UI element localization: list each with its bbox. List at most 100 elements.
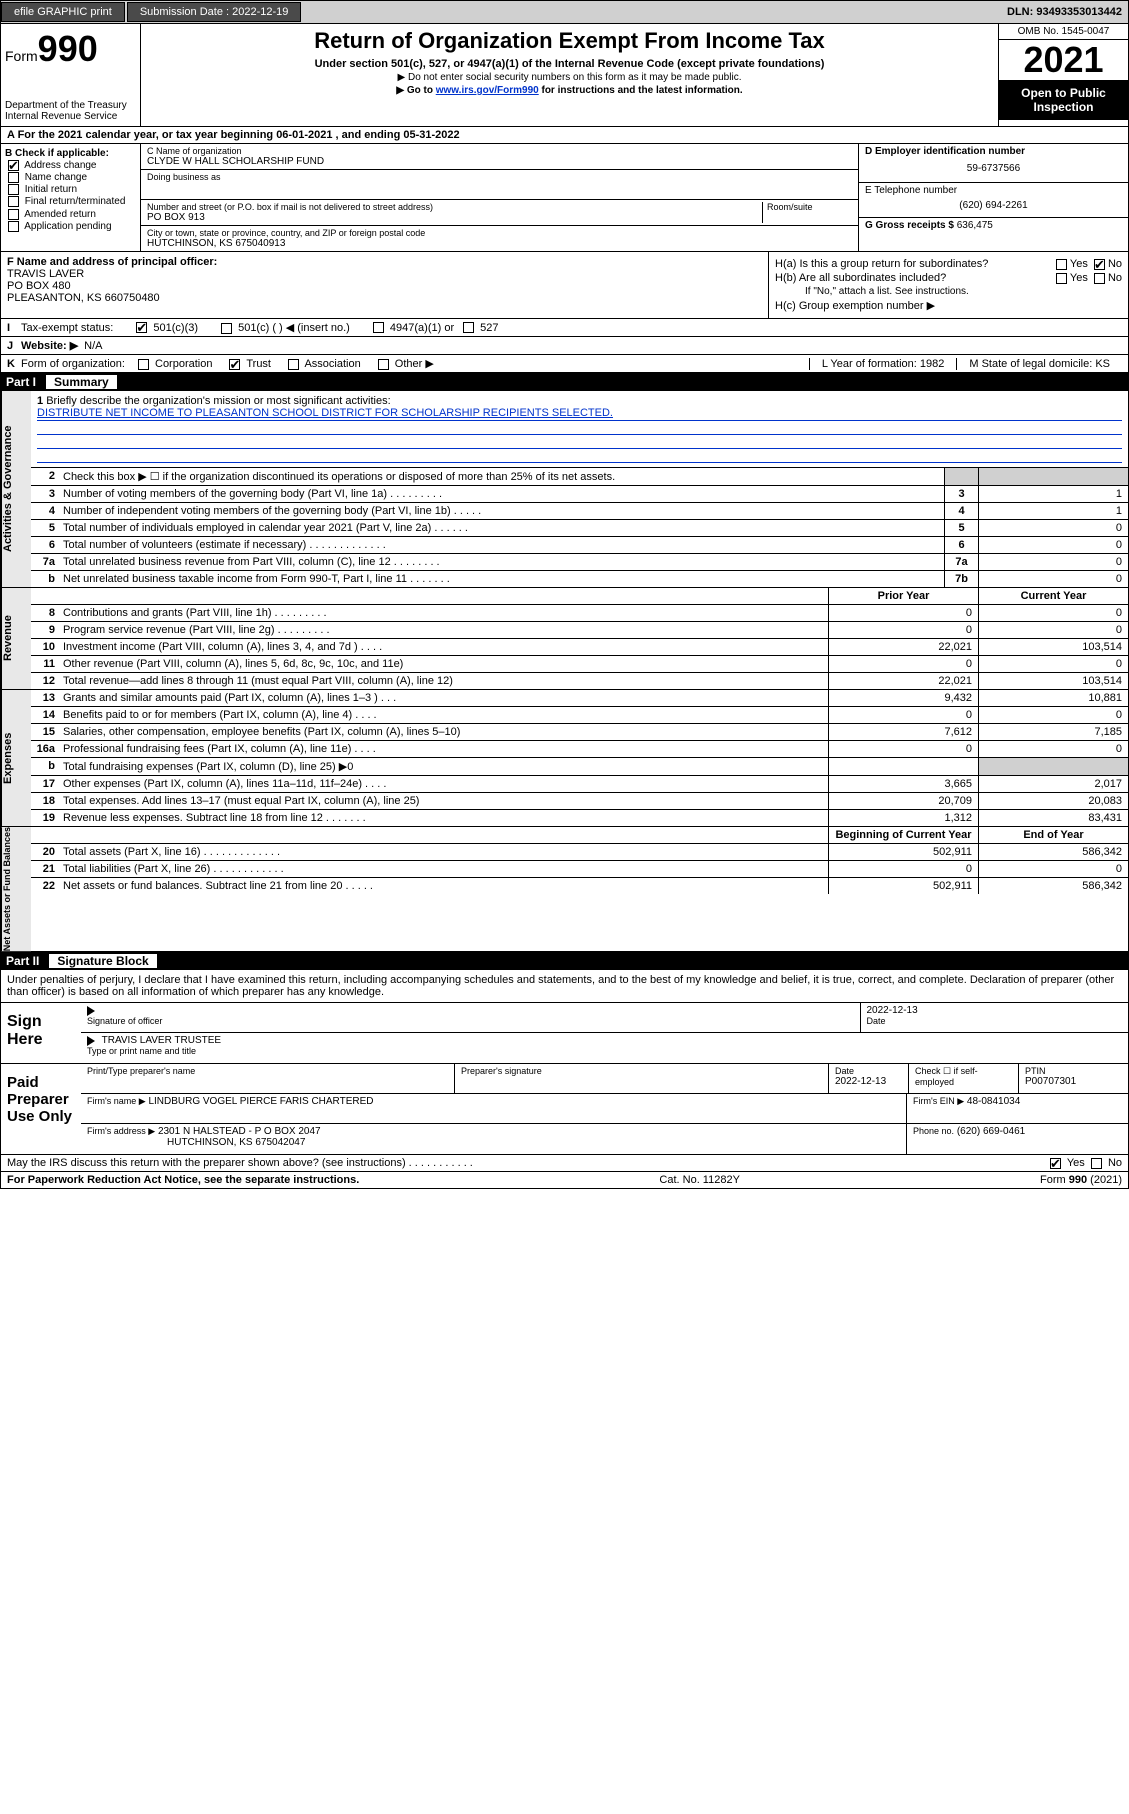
summary-line: bTotal fundraising expenses (Part IX, co… bbox=[31, 758, 1128, 776]
discuss-text: May the IRS discuss this return with the… bbox=[7, 1157, 473, 1169]
discuss-no-checkbox[interactable] bbox=[1091, 1158, 1102, 1169]
form-header: Form990 Department of the Treasury Inter… bbox=[0, 24, 1129, 127]
phone-label: E Telephone number bbox=[865, 185, 1122, 196]
ssn-note: ▶ Do not enter social security numbers o… bbox=[149, 72, 990, 83]
irs-label: Internal Revenue Service bbox=[5, 111, 136, 122]
mission-num: 1 bbox=[37, 395, 43, 407]
527-checkbox[interactable] bbox=[463, 322, 474, 333]
checkbox-icon[interactable] bbox=[8, 160, 19, 171]
summary-line: 13Grants and similar amounts paid (Part … bbox=[31, 690, 1128, 707]
ptin-value: P00707301 bbox=[1025, 1076, 1122, 1087]
efile-print-button[interactable]: efile GRAPHIC print bbox=[1, 2, 125, 22]
4947-checkbox[interactable] bbox=[373, 322, 384, 333]
form-prefix: Form bbox=[5, 48, 38, 64]
firm-addr2: HUTCHINSON, KS 675042047 bbox=[87, 1137, 900, 1148]
officer-name: TRAVIS LAVER bbox=[7, 268, 762, 280]
ha-no-checkbox[interactable] bbox=[1094, 259, 1105, 270]
checkbox-icon[interactable] bbox=[8, 172, 19, 183]
org-name-value: CLYDE W HALL SCHOLARSHIP FUND bbox=[147, 156, 852, 167]
hc-label: H(c) Group exemption number ▶ bbox=[775, 299, 935, 312]
dept-treasury: Department of the Treasury bbox=[5, 100, 136, 111]
checkbox-icon[interactable] bbox=[8, 209, 19, 220]
org-name-label: C Name of organization bbox=[147, 146, 852, 156]
governance-section: Activities & Governance 1 Briefly descri… bbox=[0, 391, 1129, 588]
sig-date-cell: 2022-12-13 Date bbox=[860, 1003, 1129, 1032]
box-b-item[interactable]: Amended return bbox=[5, 209, 136, 220]
section-fh: F Name and address of principal officer:… bbox=[0, 252, 1129, 319]
box-f: F Name and address of principal officer:… bbox=[1, 252, 768, 318]
firm-addr-label: Firm's address ▶ bbox=[87, 1126, 155, 1136]
line-j-lbl: J bbox=[7, 340, 21, 352]
box-d: D Employer identification number 59-6737… bbox=[859, 144, 1128, 183]
goto-pre: ▶ Go to bbox=[396, 85, 435, 96]
hb-label: H(b) Are all subordinates included? bbox=[775, 272, 946, 284]
form-org-checkbox[interactable] bbox=[378, 359, 389, 370]
part2-header: Part II Signature Block bbox=[0, 952, 1129, 970]
form-org-checkbox[interactable] bbox=[288, 359, 299, 370]
discuss-yes-checkbox[interactable] bbox=[1050, 1158, 1061, 1169]
header-left: Form990 Department of the Treasury Inter… bbox=[1, 24, 141, 126]
checkbox-icon[interactable] bbox=[8, 184, 19, 195]
summary-line: 12Total revenue—add lines 8 through 11 (… bbox=[31, 673, 1128, 689]
prior-year-header: Prior Year bbox=[828, 588, 978, 604]
revenue-headers: Prior Year Current Year bbox=[31, 588, 1128, 605]
box-h: H(a) Is this a group return for subordin… bbox=[768, 252, 1128, 318]
form-title: Return of Organization Exempt From Incom… bbox=[149, 28, 990, 54]
box-b-item[interactable]: Name change bbox=[5, 172, 136, 183]
hb-yes-checkbox[interactable] bbox=[1056, 273, 1067, 284]
box-b-item[interactable]: Address change bbox=[5, 160, 136, 171]
vtab-expenses: Expenses bbox=[1, 690, 31, 826]
addr-row: Number and street (or P.O. box if mail i… bbox=[141, 200, 858, 226]
goto-post: for instructions and the latest informat… bbox=[539, 85, 743, 96]
form-org-checkbox[interactable] bbox=[138, 359, 149, 370]
submission-date-button[interactable]: Submission Date : 2022-12-19 bbox=[127, 2, 302, 22]
mission-text: DISTRIBUTE NET INCOME TO PLEASANTON SCHO… bbox=[37, 407, 1122, 421]
checkbox-icon[interactable] bbox=[8, 196, 19, 207]
top-bar: efile GRAPHIC print Submission Date : 20… bbox=[0, 0, 1129, 24]
box-b-item[interactable]: Application pending bbox=[5, 221, 136, 232]
irs-link[interactable]: www.irs.gov/Form990 bbox=[436, 85, 539, 96]
firm-phone: (620) 669-0461 bbox=[957, 1126, 1025, 1137]
summary-line: 18Total expenses. Add lines 13–17 (must … bbox=[31, 793, 1128, 810]
box-g: G Gross receipts $ 636,475 bbox=[859, 218, 1128, 233]
omb-number: OMB No. 1545-0047 bbox=[999, 24, 1128, 40]
form-org-checkbox[interactable] bbox=[229, 359, 240, 370]
gross-value: 636,475 bbox=[957, 220, 993, 231]
footer-row: For Paperwork Reduction Act Notice, see … bbox=[0, 1172, 1129, 1189]
form-subtitle: Under section 501(c), 527, or 4947(a)(1)… bbox=[149, 58, 990, 70]
begin-year-header: Beginning of Current Year bbox=[828, 827, 978, 843]
city-value: HUTCHINSON, KS 675040913 bbox=[147, 238, 852, 249]
vtab-governance: Activities & Governance bbox=[1, 391, 31, 587]
expenses-section: Expenses 13Grants and similar amounts pa… bbox=[0, 690, 1129, 827]
summary-line: 6Total number of volunteers (estimate if… bbox=[31, 537, 1128, 554]
dba-label: Doing business as bbox=[147, 172, 852, 182]
summary-line: 16aProfessional fundraising fees (Part I… bbox=[31, 741, 1128, 758]
501c3-checkbox[interactable] bbox=[136, 322, 147, 333]
hb-no-checkbox[interactable] bbox=[1094, 273, 1105, 284]
netassets-section: Net Assets or Fund Balances Beginning of… bbox=[0, 827, 1129, 952]
form-990-number: 990 bbox=[38, 28, 98, 69]
room-label: Room/suite bbox=[767, 202, 852, 212]
checkbox-icon[interactable] bbox=[8, 221, 19, 232]
box-b-item[interactable]: Final return/terminated bbox=[5, 196, 136, 207]
city-label: City or town, state or province, country… bbox=[147, 228, 852, 238]
signature-intro: Under penalties of perjury, I declare th… bbox=[0, 970, 1129, 1003]
paid-preparer-block: Paid Preparer Use Only Print/Type prepar… bbox=[0, 1064, 1129, 1155]
vtab-revenue: Revenue bbox=[1, 588, 31, 689]
hb-note: If "No," attach a list. See instructions… bbox=[775, 286, 1122, 297]
summary-line: 21Total liabilities (Part X, line 26) . … bbox=[31, 861, 1128, 878]
part2-title: Signature Block bbox=[49, 954, 156, 968]
summary-line: 5Total number of individuals employed in… bbox=[31, 520, 1128, 537]
line-j: J Website: ▶ N/A bbox=[0, 337, 1129, 355]
footer-left: For Paperwork Reduction Act Notice, see … bbox=[7, 1174, 359, 1186]
ha-yes-checkbox[interactable] bbox=[1056, 259, 1067, 270]
mission-label: Briefly describe the organization's miss… bbox=[46, 395, 390, 407]
summary-line: 8Contributions and grants (Part VIII, li… bbox=[31, 605, 1128, 622]
box-b-item[interactable]: Initial return bbox=[5, 184, 136, 195]
header-right: OMB No. 1545-0047 2021 Open to Public In… bbox=[998, 24, 1128, 126]
box-c: C Name of organization CLYDE W HALL SCHO… bbox=[141, 144, 858, 251]
prep-name-label: Print/Type preparer's name bbox=[87, 1066, 448, 1076]
phone-value: (620) 694-2261 bbox=[865, 196, 1122, 215]
self-emp-label: Check ☐ if self-employed bbox=[915, 1066, 1012, 1087]
501c-checkbox[interactable] bbox=[221, 323, 232, 334]
